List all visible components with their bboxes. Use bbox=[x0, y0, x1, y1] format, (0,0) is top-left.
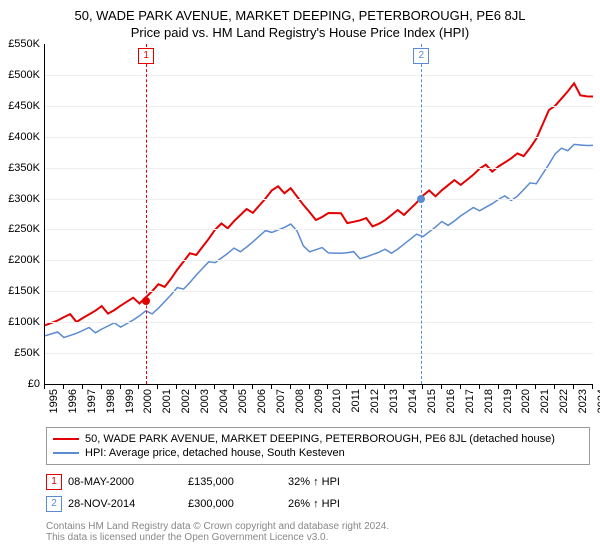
y-tick-label: £550K bbox=[8, 38, 40, 50]
x-tick-label: 2013 bbox=[388, 389, 400, 413]
y-tick-label: £200K bbox=[8, 254, 40, 266]
x-tick-label: 2000 bbox=[142, 389, 154, 413]
y-tick-label: £100K bbox=[8, 316, 40, 328]
sale-row: 2 28-NOV-2014 £300,000 26% ↑ HPI bbox=[46, 493, 590, 515]
legend-item: 50, WADE PARK AVENUE, MARKET DEEPING, PE… bbox=[53, 432, 583, 446]
sales-table: 1 08-MAY-2000 £135,000 32% ↑ HPI 2 28-NO… bbox=[46, 471, 590, 515]
y-tick-label: £400K bbox=[8, 131, 40, 143]
sale-row: 1 08-MAY-2000 £135,000 32% ↑ HPI bbox=[46, 471, 590, 493]
legend-swatch bbox=[53, 438, 79, 440]
x-tick-label: 2005 bbox=[237, 389, 249, 413]
sale-price: £135,000 bbox=[188, 476, 288, 488]
y-tick-label: £350K bbox=[8, 162, 40, 174]
x-tick-label: 2001 bbox=[161, 389, 173, 413]
x-axis-labels: 1995 1996 1997 1998 1999 2000 2001 2002 2003 2004… bbox=[44, 385, 592, 421]
x-tick-label: 2020 bbox=[520, 389, 532, 413]
sale-point-dot bbox=[417, 195, 425, 203]
sale-point-dot bbox=[142, 297, 150, 305]
sale-date: 08-MAY-2000 bbox=[68, 476, 188, 488]
sale-marker-number: 2 bbox=[46, 496, 62, 512]
y-tick-label: £450K bbox=[8, 100, 40, 112]
sale-vline bbox=[146, 44, 147, 384]
y-tick-label: £150K bbox=[8, 285, 40, 297]
series-line-price_paid bbox=[45, 83, 593, 325]
x-tick-label: 2010 bbox=[331, 389, 343, 413]
x-tick-label: 1998 bbox=[105, 389, 117, 413]
x-tick-label: 2009 bbox=[313, 389, 325, 413]
x-tick-label: 2015 bbox=[426, 389, 438, 413]
series-line-hpi bbox=[45, 144, 593, 337]
legend-swatch bbox=[53, 452, 79, 454]
x-tick-label: 2021 bbox=[539, 389, 551, 413]
sale-marker-box: 1 bbox=[138, 48, 154, 64]
y-tick-label: £250K bbox=[8, 223, 40, 235]
sale-price: £300,000 bbox=[188, 498, 288, 510]
plot-area: 12 bbox=[44, 44, 593, 385]
y-tick-label: £0 bbox=[28, 378, 40, 390]
x-tick-label: 2004 bbox=[218, 389, 230, 413]
x-tick-label: 2014 bbox=[407, 389, 419, 413]
credits: Contains HM Land Registry data © Crown c… bbox=[46, 521, 590, 543]
sale-marker-box: 2 bbox=[413, 48, 429, 64]
y-tick-label: £500K bbox=[8, 69, 40, 81]
legend-label: 50, WADE PARK AVENUE, MARKET DEEPING, PE… bbox=[85, 433, 555, 445]
sale-date: 28-NOV-2014 bbox=[68, 498, 188, 510]
x-tick-label: 2002 bbox=[180, 389, 192, 413]
x-tick-label: 2008 bbox=[294, 389, 306, 413]
x-tick-label: 2019 bbox=[502, 389, 514, 413]
page-subtitle: Price paid vs. HM Land Registry's House … bbox=[0, 25, 600, 40]
sale-hpi-delta: 32% ↑ HPI bbox=[288, 476, 590, 488]
legend-label: HPI: Average price, detached house, Sout… bbox=[85, 447, 345, 459]
credits-line: This data is licensed under the Open Gov… bbox=[46, 532, 590, 543]
legend: 50, WADE PARK AVENUE, MARKET DEEPING, PE… bbox=[46, 427, 590, 465]
x-tick-label: 1996 bbox=[67, 389, 79, 413]
page-title: 50, WADE PARK AVENUE, MARKET DEEPING, PE… bbox=[0, 8, 600, 23]
x-tick-label: 2016 bbox=[445, 389, 457, 413]
x-tick-label: 2023 bbox=[577, 389, 589, 413]
x-tick-label: 2018 bbox=[483, 389, 495, 413]
x-tick-label: 1997 bbox=[86, 389, 98, 413]
line-series-svg bbox=[45, 44, 593, 384]
sale-vline bbox=[421, 44, 422, 384]
x-tick-label: 1995 bbox=[48, 389, 60, 413]
x-tick-label: 2022 bbox=[558, 389, 570, 413]
chart: £0 £50K £100K £150K £200K £250K £300K £350K £400… bbox=[0, 44, 592, 421]
y-axis-labels: £0£50K£100K£150K£200K£250K£300K£350K£400… bbox=[0, 44, 44, 384]
x-tick-label: 2011 bbox=[350, 389, 362, 413]
sale-hpi-delta: 26% ↑ HPI bbox=[288, 498, 590, 510]
x-tick-label: 2003 bbox=[199, 389, 211, 413]
credits-line: Contains HM Land Registry data © Crown c… bbox=[46, 521, 590, 532]
x-tick-label: 2024 bbox=[596, 389, 600, 413]
sale-marker-number: 1 bbox=[46, 474, 62, 490]
x-tick-label: 1999 bbox=[124, 389, 136, 413]
y-tick-label: £300K bbox=[8, 193, 40, 205]
x-tick-label: 2006 bbox=[256, 389, 268, 413]
legend-item: HPI: Average price, detached house, Sout… bbox=[53, 446, 583, 460]
x-tick-label: 2017 bbox=[464, 389, 476, 413]
y-tick-label: £50K bbox=[14, 347, 40, 359]
x-tick-label: 2012 bbox=[369, 389, 381, 413]
x-tick-label: 2007 bbox=[275, 389, 287, 413]
